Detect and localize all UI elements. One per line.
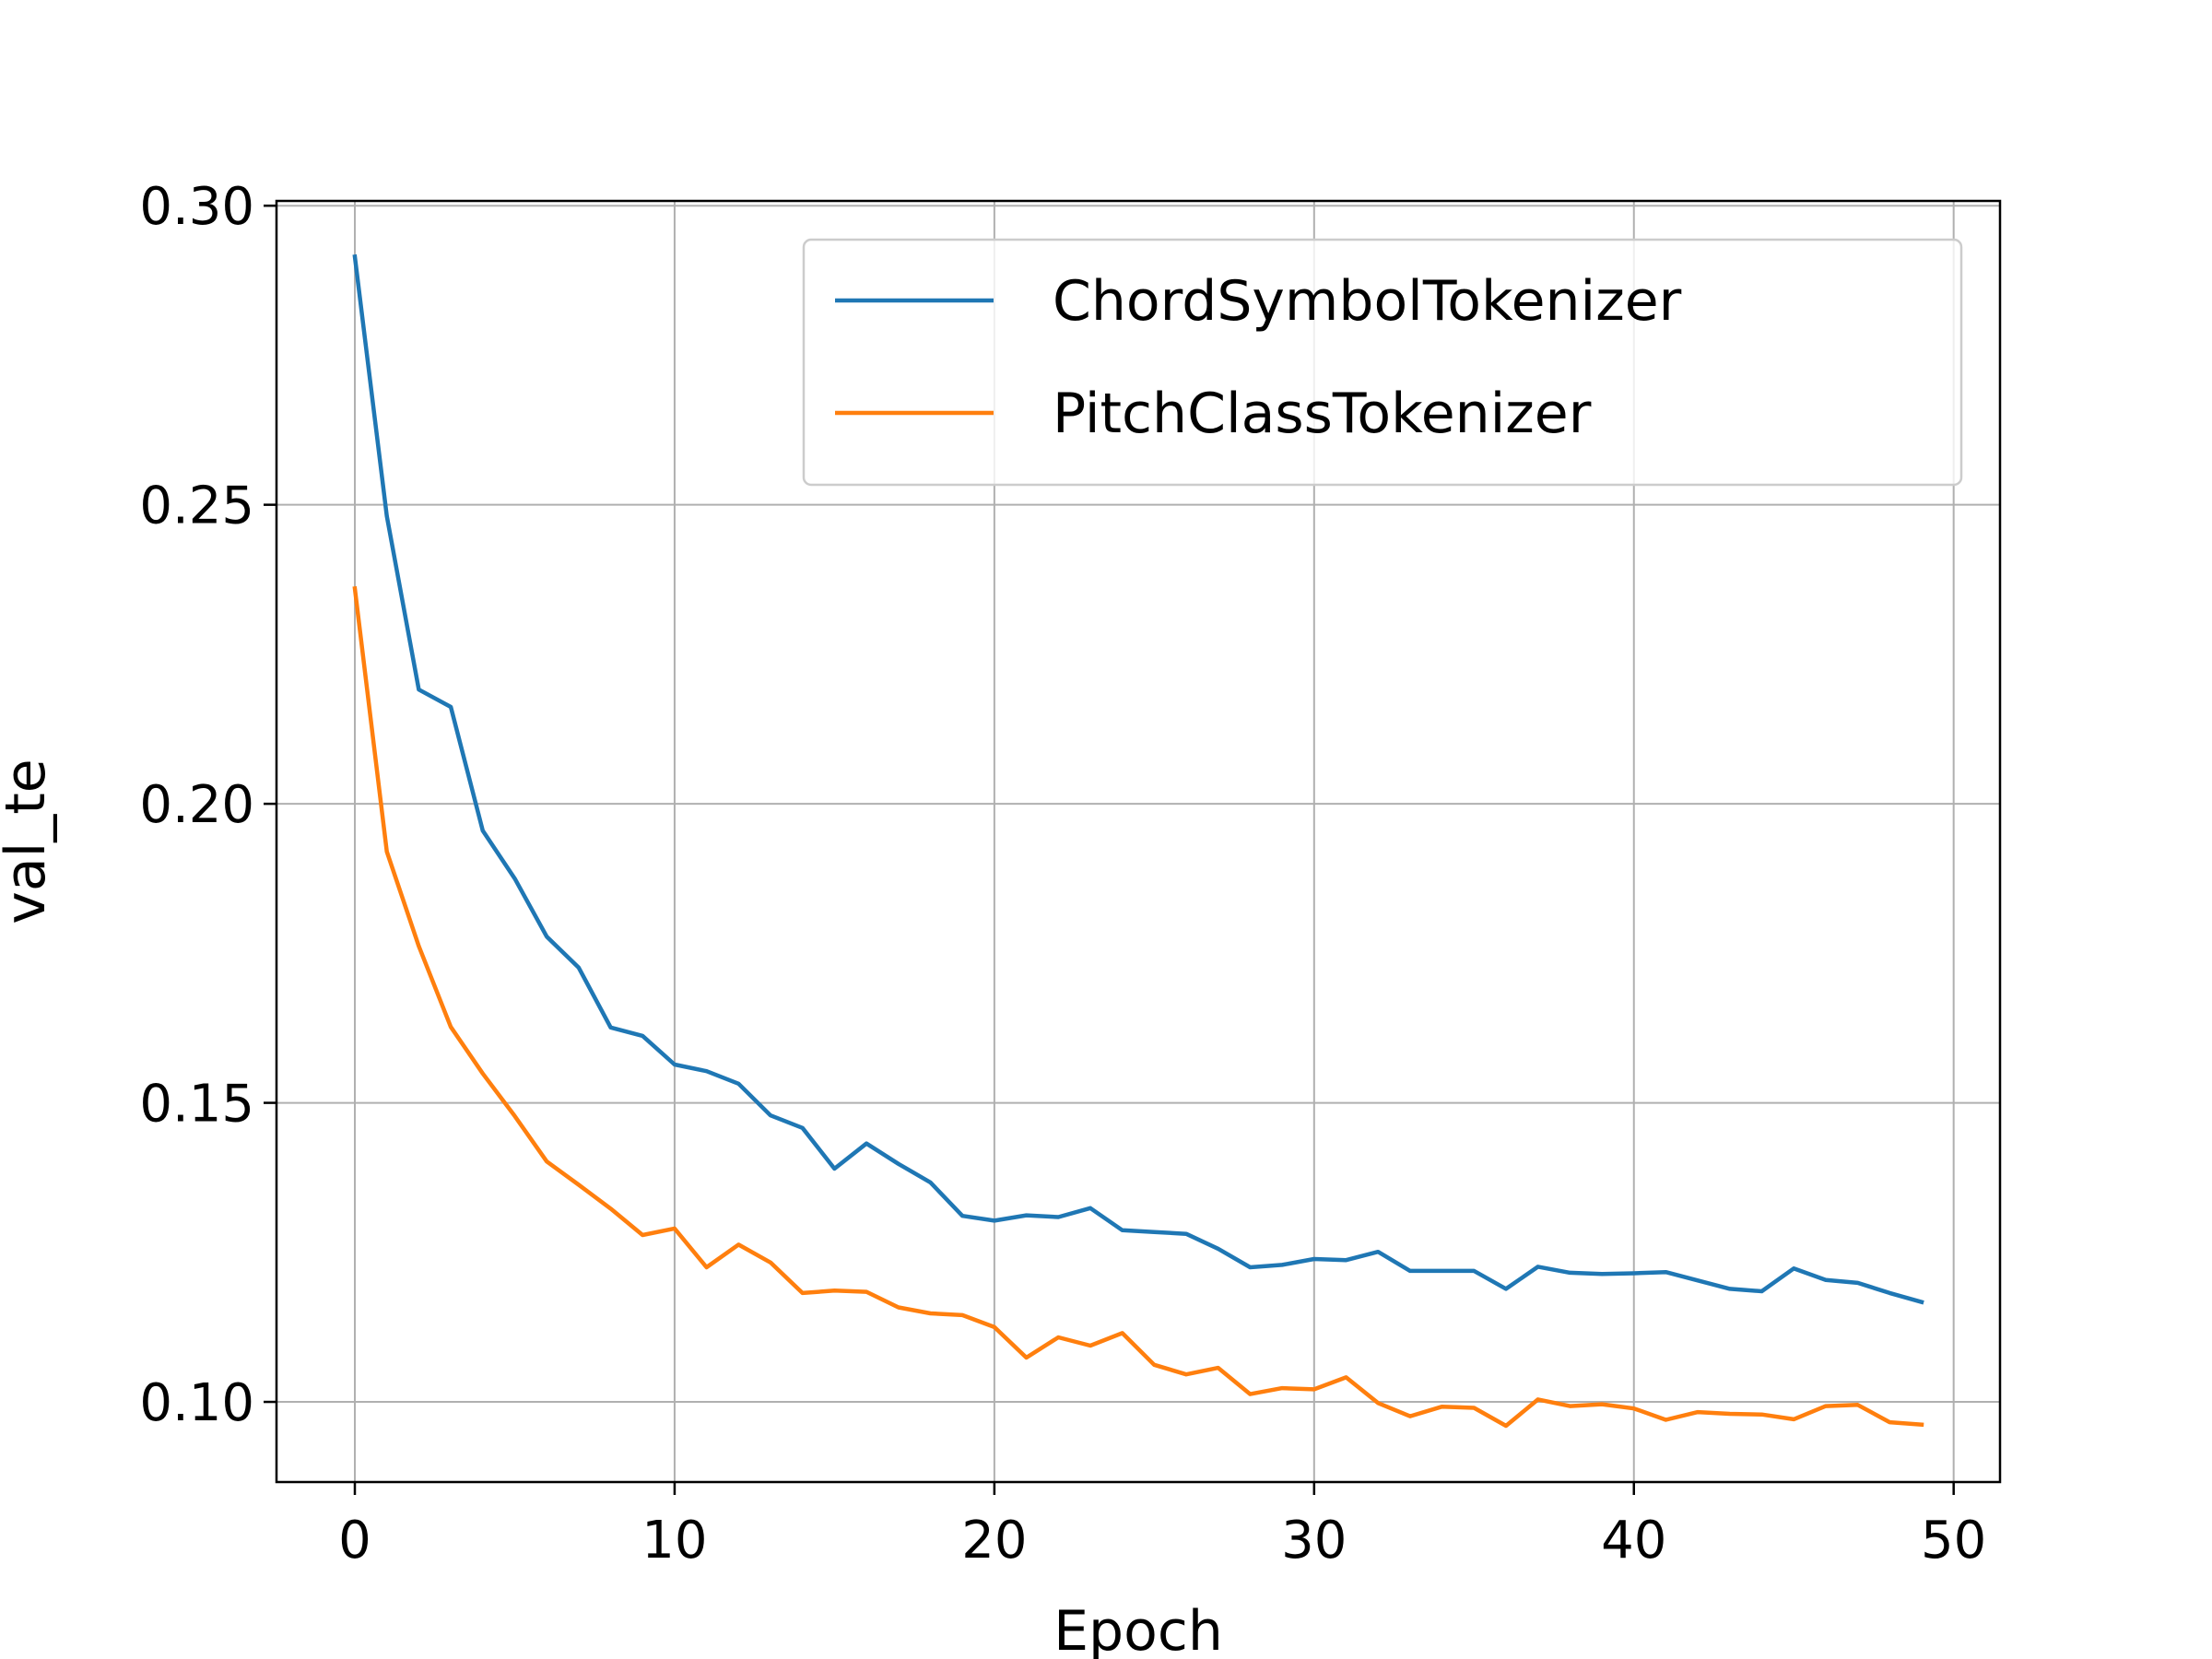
axis-ticks: 0 10 20 30 40 50 0.10 0.15 0.20 0.25 0.30 <box>139 177 1986 1571</box>
x-tick-label: 0 <box>338 1511 371 1571</box>
x-tick-label: 30 <box>1281 1511 1347 1571</box>
y-tick-label: 0.30 <box>139 177 254 237</box>
x-tick-label: 40 <box>1601 1511 1666 1571</box>
x-tick-label: 50 <box>1921 1511 1986 1571</box>
y-axis-label: val_te <box>0 759 58 924</box>
x-tick-label: 10 <box>641 1511 707 1571</box>
legend-label-chordsymboltokenizer: ChordSymbolTokenizer <box>1053 269 1682 334</box>
series-line-pitchclasstokenizer <box>352 585 1924 1429</box>
series-lines <box>352 253 1924 1429</box>
axes-frame <box>275 199 2002 1484</box>
x-axis-label: Epoch <box>1053 1599 1223 1659</box>
y-tick-label: 0.20 <box>139 775 254 835</box>
y-tick-label: 0.15 <box>139 1075 254 1135</box>
y-tick-label: 0.25 <box>139 477 254 536</box>
legend: ChordSymbolTokenizer PitchClassTokenizer <box>802 238 1963 487</box>
y-tick-label: 0.10 <box>139 1373 254 1433</box>
series-line-chordsymboltokenizer <box>352 253 1924 1305</box>
legend-box <box>802 238 1963 487</box>
legend-label-pitchclasstokenizer: PitchClassTokenizer <box>1053 382 1592 446</box>
x-tick-label: 20 <box>961 1511 1027 1571</box>
